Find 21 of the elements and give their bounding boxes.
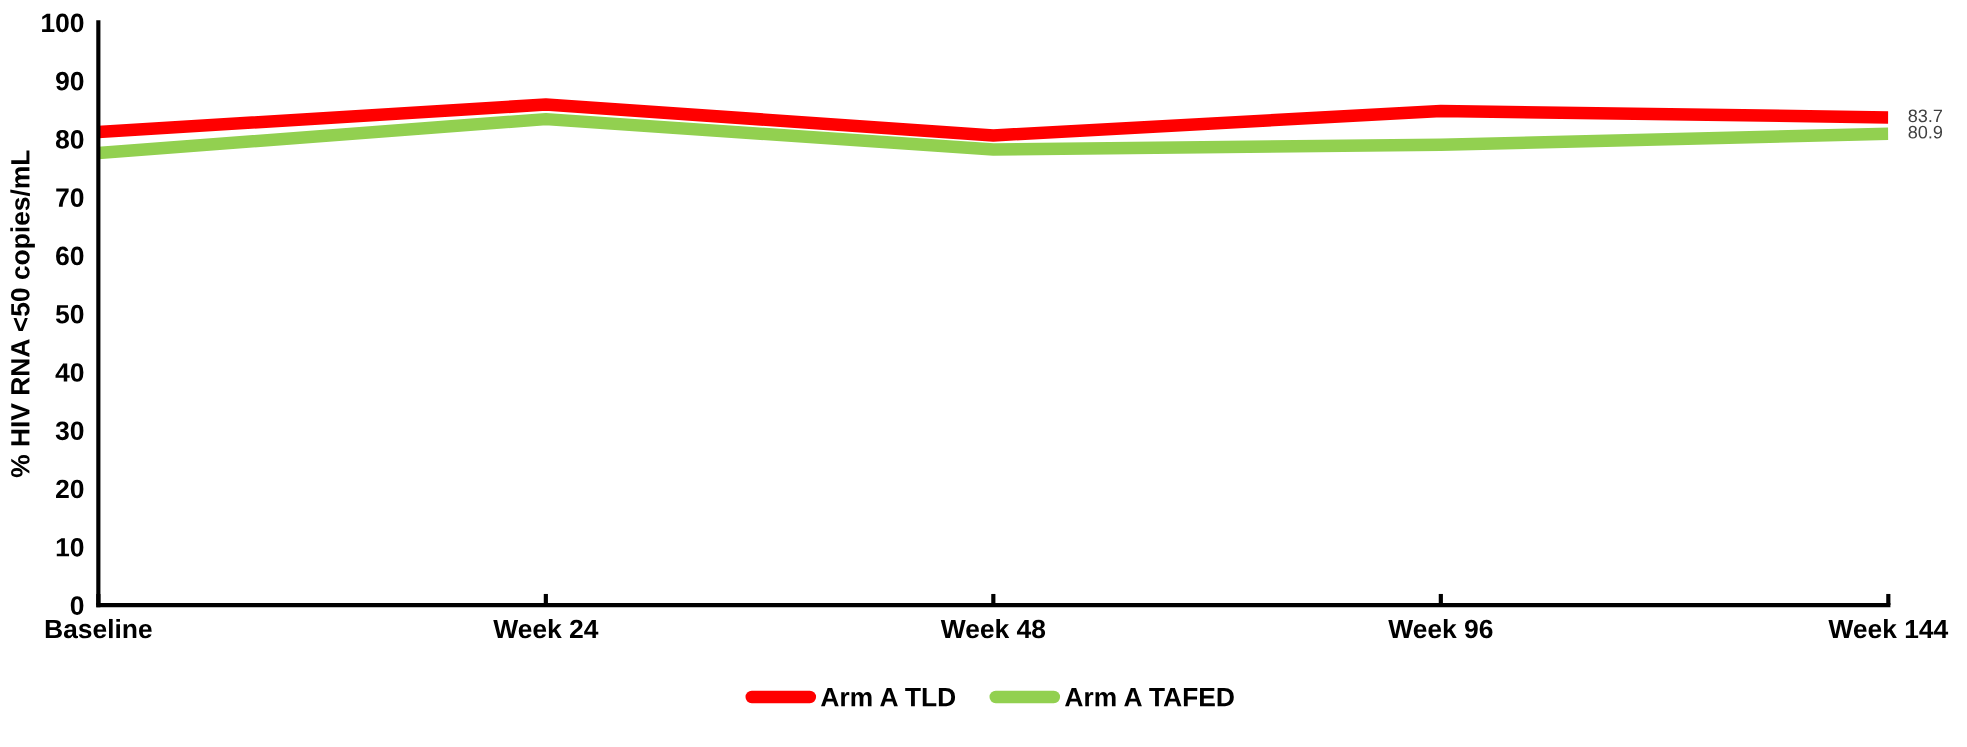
legend-label: Arm A TAFED	[1065, 688, 1234, 707]
legend-label: Arm A TLD	[821, 688, 956, 707]
y-tick-label: 40	[55, 363, 84, 382]
y-tick-label: 100	[42, 13, 84, 33]
y-tick-label: 70	[56, 188, 84, 208]
y-tick-label: 20	[56, 479, 84, 499]
x-tick-label: Week 144	[1828, 618, 1949, 639]
x-tick-label: Baseline	[45, 618, 152, 639]
x-tick-label: Week 24	[493, 618, 599, 639]
x-tick-label: Week 48	[940, 618, 1046, 639]
y-tick-label: 90	[56, 71, 84, 91]
x-tick-label: Week 96	[1388, 618, 1493, 639]
y-tick-label: 80	[55, 130, 84, 149]
data-label: 83.7	[1908, 109, 1942, 123]
data-label: 80.9	[1908, 125, 1943, 139]
y-tick-label: 60	[56, 246, 84, 266]
y-tick-label: 0	[70, 596, 84, 615]
y-tick-label: 30	[55, 421, 84, 441]
y-tick-label: 10	[56, 537, 84, 557]
y-tick-label: 50	[55, 304, 84, 324]
y-axis-title: % HIV RNA <50 copies/mL	[10, 150, 35, 478]
